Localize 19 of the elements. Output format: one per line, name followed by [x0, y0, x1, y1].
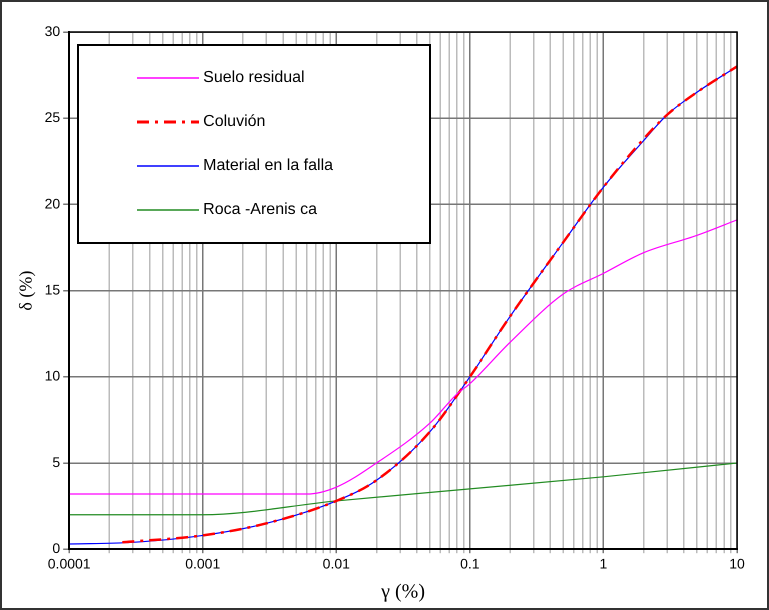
legend-label: Material en la falla	[203, 157, 334, 175]
y-tick-label: 25	[44, 109, 60, 126]
y-tick-label: 15	[44, 281, 60, 298]
legend-label: Roca -Arenis ca	[203, 201, 317, 219]
x-tick-label: 0.0001	[48, 555, 91, 572]
legend-label: Suelo residual	[203, 69, 305, 87]
x-tick-label: 0.01	[322, 555, 350, 572]
y-axis-title: δ (%)	[16, 270, 36, 311]
y-tick-label: 5	[52, 454, 60, 470]
y-tick-label: 30	[44, 22, 60, 39]
y-tick-label: 0	[52, 540, 60, 556]
y-tick-label: 10	[44, 368, 60, 384]
legend-label: Coluvión	[203, 113, 266, 131]
x-tick-label: 10	[729, 555, 745, 572]
y-tick-label: 20	[44, 195, 60, 212]
x-axis-title: γ (%)	[380, 580, 425, 602]
x-tick-label: 0.1	[460, 555, 480, 572]
x-tick-label: 1	[600, 555, 608, 572]
x-tick-label: 0.001	[185, 555, 220, 572]
